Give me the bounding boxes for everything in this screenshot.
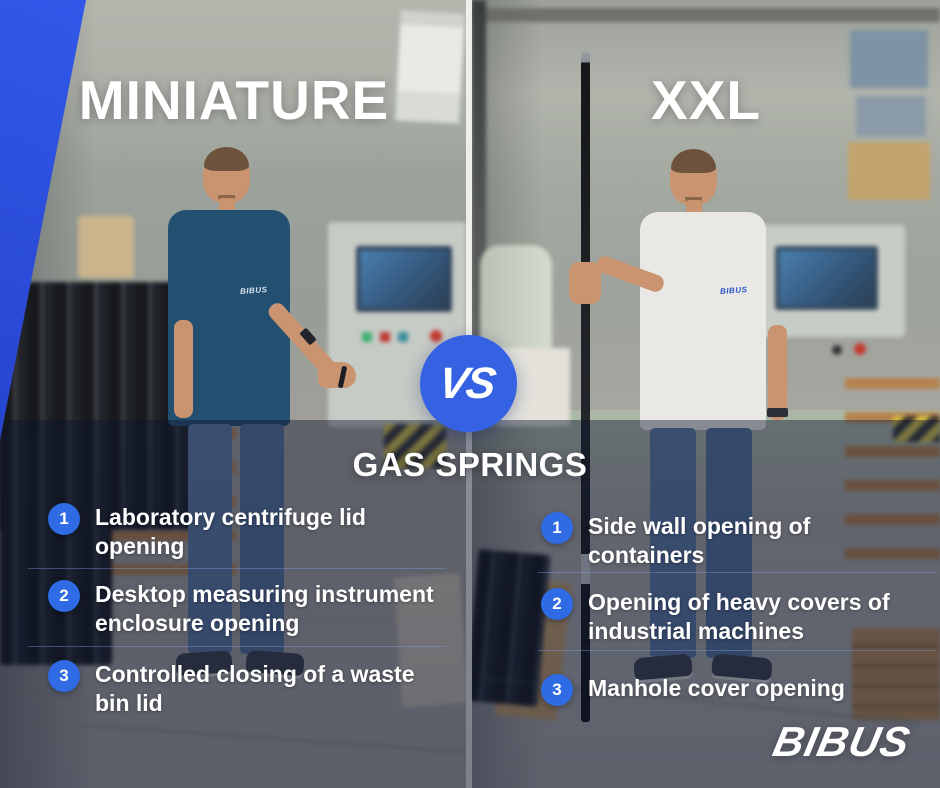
person-left-shirt-logo: BIBUS [239, 285, 268, 296]
number-badge-left-1: 1 [48, 503, 80, 535]
list-text-left-3: Controlled closing of a waste bin lid [95, 661, 415, 716]
subtitle-gas-springs: GAS SPRINGS [352, 446, 588, 483]
list-text-left-2: Desktop measuring instrument enclosure o… [95, 581, 434, 636]
person-right-arm-down [768, 325, 787, 420]
xxl-gas-spring-rod [581, 52, 590, 722]
right-title: XXL [651, 69, 761, 131]
list-text-right-3: Manhole cover opening [588, 675, 845, 701]
button-red-2 [430, 330, 442, 342]
list-divider-right-2 [538, 650, 935, 651]
number-badge-right-3: 3 [541, 674, 573, 706]
list-item-right-2: 2 Opening of heavy covers of industrial … [541, 588, 926, 646]
list-item-left-3: 3 Controlled closing of a waste bin lid [48, 660, 443, 718]
list-item-right-3: 3 Manhole cover opening [541, 674, 926, 706]
person-right-hand-grip [569, 262, 601, 304]
list-divider-left-2 [28, 646, 446, 647]
person-right-shirt-logo: BIBUS [719, 285, 748, 296]
list-text-right-2: Opening of heavy covers of industrial ma… [588, 589, 890, 644]
person-left-arm-down [174, 320, 193, 418]
list-divider-left-1 [28, 568, 446, 569]
button-red [380, 332, 390, 342]
number-badge-left-3: 3 [48, 660, 80, 692]
person-right-neck [686, 200, 702, 214]
list-divider-right-1 [538, 572, 935, 573]
shelf-box-blue-2 [856, 96, 926, 136]
person-right-shirt [640, 212, 766, 430]
list-item-right-1: 1 Side wall opening of containers [541, 512, 926, 570]
button-teal [398, 332, 408, 342]
number-badge-left-2: 2 [48, 580, 80, 612]
vs-badge: VS [420, 335, 517, 432]
person-left-head [203, 147, 250, 204]
dark-overlay [0, 420, 940, 788]
button-dark-right [832, 345, 842, 355]
person-left-neck [219, 198, 235, 212]
shelf-box-blue [850, 30, 928, 88]
list-text-left-1: Laboratory centrifuge lid opening [95, 504, 366, 559]
vs-badge-label: VS [435, 358, 498, 408]
machine-screen [356, 246, 452, 312]
shelf-box-tan [848, 142, 930, 200]
beige-equipment [78, 216, 134, 278]
person-left-hand-open [318, 362, 356, 388]
left-title: MINIATURE [78, 69, 390, 131]
number-badge-right-2: 2 [541, 588, 573, 620]
number-badge-right-1: 1 [541, 512, 573, 544]
list-item-left-2: 2 Desktop measuring instrument enclosure… [48, 580, 443, 638]
ceiling-beam [472, 8, 940, 22]
person-right-head [670, 149, 717, 206]
machine-screen-right [775, 246, 878, 310]
list-item-left-1: 1 Laboratory centrifuge lid opening [48, 503, 443, 561]
button-red-right [854, 343, 866, 355]
list-text-right-1: Side wall opening of containers [588, 513, 811, 568]
button-green [362, 332, 372, 342]
bibus-logo: BIBUS [769, 718, 916, 765]
person-right-watch [767, 408, 788, 417]
